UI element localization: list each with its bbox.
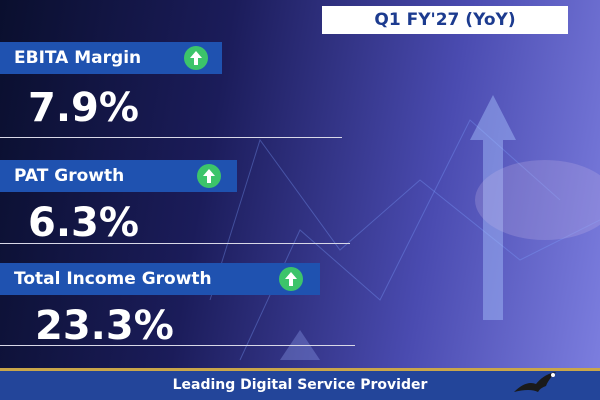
- up-arrow-icon: [184, 46, 208, 70]
- eagle-logo: [514, 372, 556, 392]
- metric-label-box: EBITA Margin: [0, 42, 222, 74]
- metric-value: 23.3%: [35, 303, 174, 349]
- divider: [0, 345, 355, 346]
- up-arrow-icon: [279, 267, 303, 291]
- tagline: Leading Digital Service Provider: [172, 377, 428, 393]
- footer-band: Leading Digital Service Provider: [0, 368, 600, 400]
- metric-label: PAT Growth: [14, 166, 125, 186]
- metric-value: 6.3%: [28, 200, 139, 246]
- metric-label-box: PAT Growth: [0, 160, 237, 192]
- metric-label: Total Income Growth: [14, 269, 212, 289]
- up-arrow-icon: [197, 164, 221, 188]
- metric-label: EBITA Margin: [14, 48, 142, 68]
- metric-label-box: Total Income Growth: [0, 263, 320, 295]
- period-badge: Q1 FY'27 (YoY): [322, 6, 568, 34]
- divider: [0, 137, 342, 138]
- divider: [0, 243, 350, 244]
- metric-value: 7.9%: [28, 85, 139, 131]
